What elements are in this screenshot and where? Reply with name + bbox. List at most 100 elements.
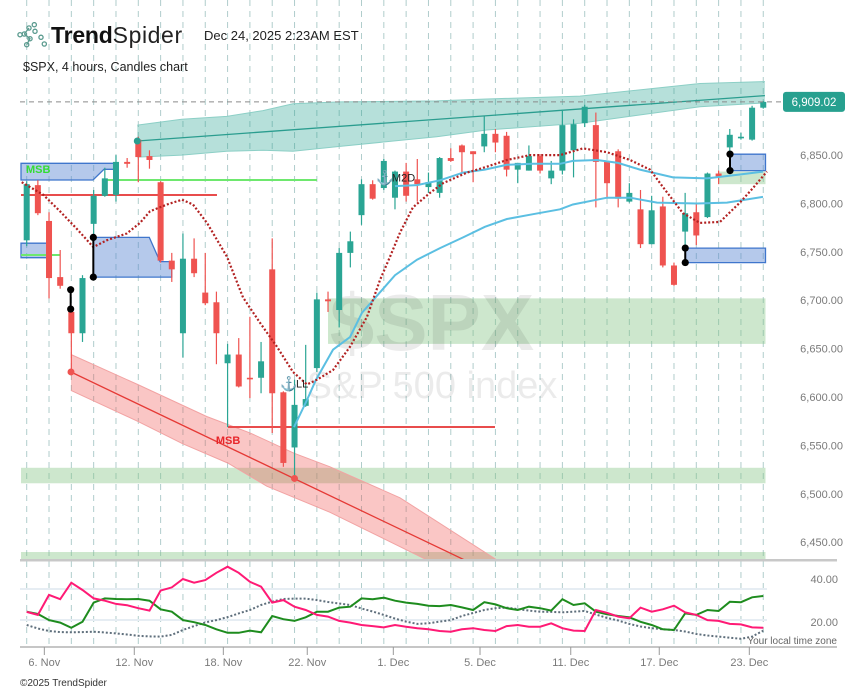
time-axis-label: 6. Nov: [28, 657, 60, 669]
candle-up: [179, 233, 186, 358]
candle-body: [179, 258, 186, 334]
structure-point-dot: [67, 305, 75, 313]
time-axis: 6. Nov 12. Nov 18. Nov 22. Nov 1. Dec 5. Dec 1…: [28, 647, 769, 669]
candle-body: [503, 135, 510, 170]
candle-up: [704, 172, 711, 219]
last-price-value: 6,909.02: [792, 97, 837, 109]
channel-anchor-dot: [133, 137, 141, 145]
candle-body: [23, 184, 30, 241]
candle-up: [648, 195, 655, 245]
candle-body: [414, 179, 421, 185]
price-axis-label: 6,650.00: [800, 344, 843, 356]
candle-body: [34, 185, 41, 214]
candle-body: [514, 162, 521, 170]
candle-body: [168, 260, 175, 270]
candle-body: [280, 392, 287, 463]
candle-up: [514, 162, 521, 184]
time-axis-label: 22. Nov: [288, 657, 326, 669]
candle-body: [224, 354, 231, 364]
anchor-icon: ⚓: [376, 169, 393, 186]
copyright-footer: ©2025 TrendSpider: [20, 678, 107, 689]
watermark-name: S&P 500 index: [307, 365, 558, 407]
support-zone: [328, 298, 766, 344]
candle-body: [202, 292, 209, 304]
candle-body: [124, 161, 131, 164]
candle-body: [325, 299, 332, 302]
candle-body: [213, 302, 220, 334]
logo-word-spider: Spider: [112, 21, 183, 48]
candle-body: [380, 160, 387, 189]
candle-body: [492, 133, 499, 143]
structure-point-dot: [726, 167, 734, 175]
candle-body: [648, 210, 655, 245]
candle-body: [682, 213, 689, 232]
candle-up: [570, 119, 577, 178]
candle-body: [90, 195, 97, 224]
chart-timestamp: Dec 24, 2025 2:23AM EST: [204, 28, 359, 43]
candle-up: [358, 179, 365, 225]
candle-down: [68, 309, 75, 372]
time-axis-label: 12. Nov: [115, 657, 153, 669]
candle-body: [313, 299, 320, 369]
candle-body: [670, 265, 677, 285]
candle-down: [670, 262, 677, 286]
price-axis-label: 6,600.00: [800, 392, 843, 404]
red-channel-center-line: [70, 371, 465, 559]
time-axis-label: 1. Dec: [377, 657, 409, 669]
structure-marks-layer: [67, 137, 734, 482]
price-axis-label: 6,800.00: [800, 198, 843, 210]
candle-down: [492, 128, 499, 153]
candle-up: [391, 170, 398, 210]
candle-down: [168, 252, 175, 282]
support-zone: [21, 552, 766, 559]
candle-down: [157, 181, 164, 263]
candle-body: [592, 125, 599, 162]
candle-down: [269, 238, 276, 433]
structure-point-dot: [681, 244, 689, 252]
candle-up: [23, 181, 30, 247]
demand-zones-layer: [20, 153, 767, 278]
candle-body: [704, 173, 711, 218]
candle-body: [336, 252, 343, 311]
price-axis-label: 6,450.00: [800, 537, 843, 549]
oscillator-gridline-upper: [20, 588, 767, 590]
trendspider-logo: Trend Spider: [17, 21, 183, 49]
candle-body: [403, 171, 410, 196]
candle-up: [347, 231, 354, 268]
candle-body: [760, 101, 767, 108]
candle-body: [46, 220, 53, 279]
candle-down: [447, 148, 454, 162]
candle-body: [715, 173, 722, 177]
structure-point-dot: [726, 150, 734, 158]
price-axis: 6,850.00 6,800.00 6,750.00 6,700.00 6,650.00…: [800, 150, 843, 549]
indicator-lines-layer: [21, 147, 768, 428]
support-zones-layer: [21, 171, 766, 559]
trendspider-logo-icon: [17, 22, 47, 48]
candle-body: [548, 170, 555, 179]
candle-down: [693, 202, 700, 246]
time-axis-label: 18. Nov: [204, 657, 242, 669]
candle-body: [369, 184, 376, 199]
structure-point-dot: [89, 273, 97, 281]
candle-body: [581, 106, 588, 124]
candle-body: [604, 161, 611, 184]
candle-body: [391, 171, 398, 198]
candle-down: [414, 159, 421, 202]
structure-point-dot: [89, 233, 97, 242]
candle-body: [749, 107, 756, 140]
price-axis-label: 6,550.00: [800, 440, 843, 452]
candle-up: [224, 343, 231, 428]
oscillator-panel: 40.00 20.00 Your local time zone: [20, 565, 838, 647]
oscillator-lines: [26, 565, 764, 640]
anchor-annotation: ⚓M2D: [376, 169, 415, 186]
time-axis-label: 17. Dec: [640, 657, 678, 669]
time-axis-label: 23. Dec: [730, 657, 768, 669]
candle-body: [157, 182, 164, 261]
oscillator-axis: 40.00 20.00: [810, 574, 838, 629]
candle-body: [79, 278, 86, 334]
demand-zone: [729, 153, 767, 172]
candle-up: [525, 145, 532, 171]
channel-anchor-dot: [291, 474, 299, 482]
time-axis-label: 11. Dec: [552, 657, 590, 669]
